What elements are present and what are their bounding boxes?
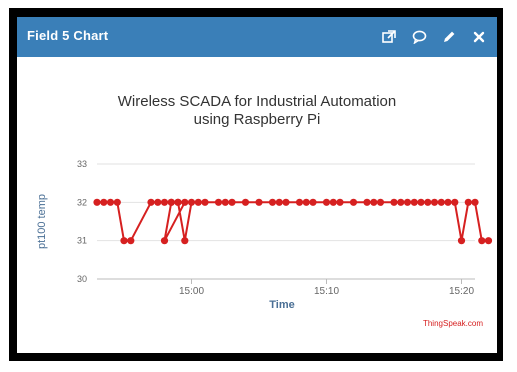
y-tick-label: 30 [77, 274, 87, 284]
x-tick-label: 15:00 [179, 286, 204, 297]
data-point [437, 198, 445, 206]
data-point [221, 198, 229, 206]
data-point [363, 198, 371, 206]
data-point [430, 198, 439, 206]
data-point [255, 198, 263, 206]
data-point [451, 198, 459, 206]
y-tick-label: 33 [77, 159, 87, 169]
data-point [295, 198, 304, 206]
data-point [241, 198, 250, 206]
data-point [309, 198, 317, 206]
credit-link[interactable]: ThingSpeak.com [422, 319, 483, 328]
data-point [329, 198, 337, 206]
x-tick-label: 15:10 [314, 286, 339, 297]
y-tick-label: 31 [77, 236, 87, 246]
data-point [464, 198, 472, 206]
data-point [167, 198, 175, 206]
data-point [370, 198, 378, 206]
data-point [336, 198, 344, 206]
data-point [160, 237, 169, 245]
data-point [390, 198, 398, 206]
data-point [214, 198, 223, 206]
chart-subtitle: using Raspberry Pi [193, 111, 321, 128]
panel-title: Field 5 Chart [27, 28, 109, 43]
data-point [120, 237, 128, 245]
data-point [268, 198, 277, 206]
data-point [93, 198, 101, 206]
data-point [160, 198, 169, 206]
data-point [424, 198, 432, 206]
data-point [484, 237, 493, 245]
line-chart: 30 31 32 33 15:00 15:10 15:20 Time pt100 temp [36, 159, 493, 311]
data-point [478, 237, 486, 245]
data-point [113, 198, 121, 206]
data-point [376, 198, 385, 206]
data-point [410, 198, 418, 206]
chart-area: Wireless SCADA for Industrial Automation… [17, 57, 497, 353]
data-point [275, 198, 283, 206]
data-point [349, 198, 358, 206]
data-point [471, 198, 479, 206]
data-point [194, 198, 202, 206]
data-point [417, 198, 425, 206]
series-line [97, 201, 489, 242]
data-point [106, 198, 115, 206]
data-point [201, 198, 209, 206]
data-point [181, 237, 189, 245]
pencil-icon[interactable] [439, 27, 459, 47]
y-axis-label: pt100 temp [36, 194, 48, 249]
y-tick-label: 32 [77, 197, 87, 207]
data-point [322, 198, 331, 206]
data-point [174, 198, 182, 206]
data-point [397, 198, 405, 206]
data-point [302, 198, 310, 206]
x-tick-label: 15:20 [449, 286, 474, 297]
data-point [154, 198, 162, 206]
chart-title: Wireless SCADA for Industrial Automation [117, 93, 397, 110]
data-point [127, 237, 135, 245]
data-point [282, 198, 290, 206]
data-point [444, 198, 452, 206]
data-point [457, 237, 466, 245]
panel-frame: Field 5 Chart [9, 8, 503, 361]
panel-header: Field 5 Chart [17, 17, 497, 57]
data-point [228, 198, 236, 206]
data-point [187, 198, 196, 206]
data-point [403, 198, 412, 206]
comment-icon[interactable] [409, 27, 429, 47]
data-point [147, 198, 155, 206]
data-point [181, 198, 189, 206]
x-axis-label: Time [269, 299, 294, 311]
close-icon[interactable] [469, 27, 489, 47]
external-link-icon[interactable] [379, 27, 399, 47]
chart-panel: Field 5 Chart [17, 17, 497, 353]
data-point [100, 198, 108, 206]
header-toolbar [379, 27, 489, 47]
